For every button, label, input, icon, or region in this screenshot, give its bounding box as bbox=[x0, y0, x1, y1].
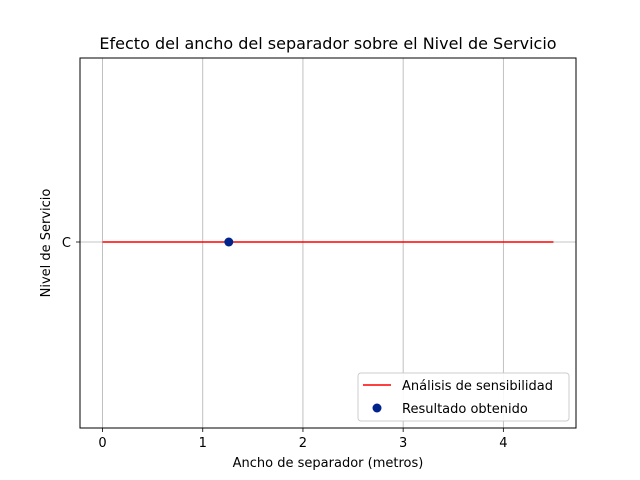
x-tick-label: 3 bbox=[399, 436, 407, 451]
x-tick-label: 2 bbox=[299, 436, 307, 451]
legend: Análisis de sensibilidad Resultado obten… bbox=[357, 372, 570, 422]
x-tick-label: 0 bbox=[98, 436, 106, 451]
x-tick-label: 1 bbox=[199, 436, 207, 451]
legend-box bbox=[357, 372, 570, 422]
legend-marker-swatch bbox=[372, 403, 382, 413]
y-tick-label: C bbox=[62, 236, 71, 251]
y-axis-ticks: C bbox=[62, 236, 80, 251]
legend-label-result: Resultado obtenido bbox=[402, 402, 528, 417]
plot-series bbox=[102, 237, 554, 247]
plot-frame bbox=[79, 57, 577, 429]
x-axis-label: Ancho de separador (metros) bbox=[233, 456, 424, 471]
y-axis-label: Nivel de Servicio bbox=[39, 189, 54, 298]
x-axis-ticks: 0 1 2 3 4 bbox=[98, 428, 507, 451]
scatter-point-result bbox=[224, 237, 234, 247]
legend-label-sensitivity: Análisis de sensibilidad bbox=[402, 379, 553, 394]
chart-title: Efecto del ancho del separador sobre el … bbox=[99, 34, 556, 53]
x-tick-label: 4 bbox=[499, 436, 507, 451]
